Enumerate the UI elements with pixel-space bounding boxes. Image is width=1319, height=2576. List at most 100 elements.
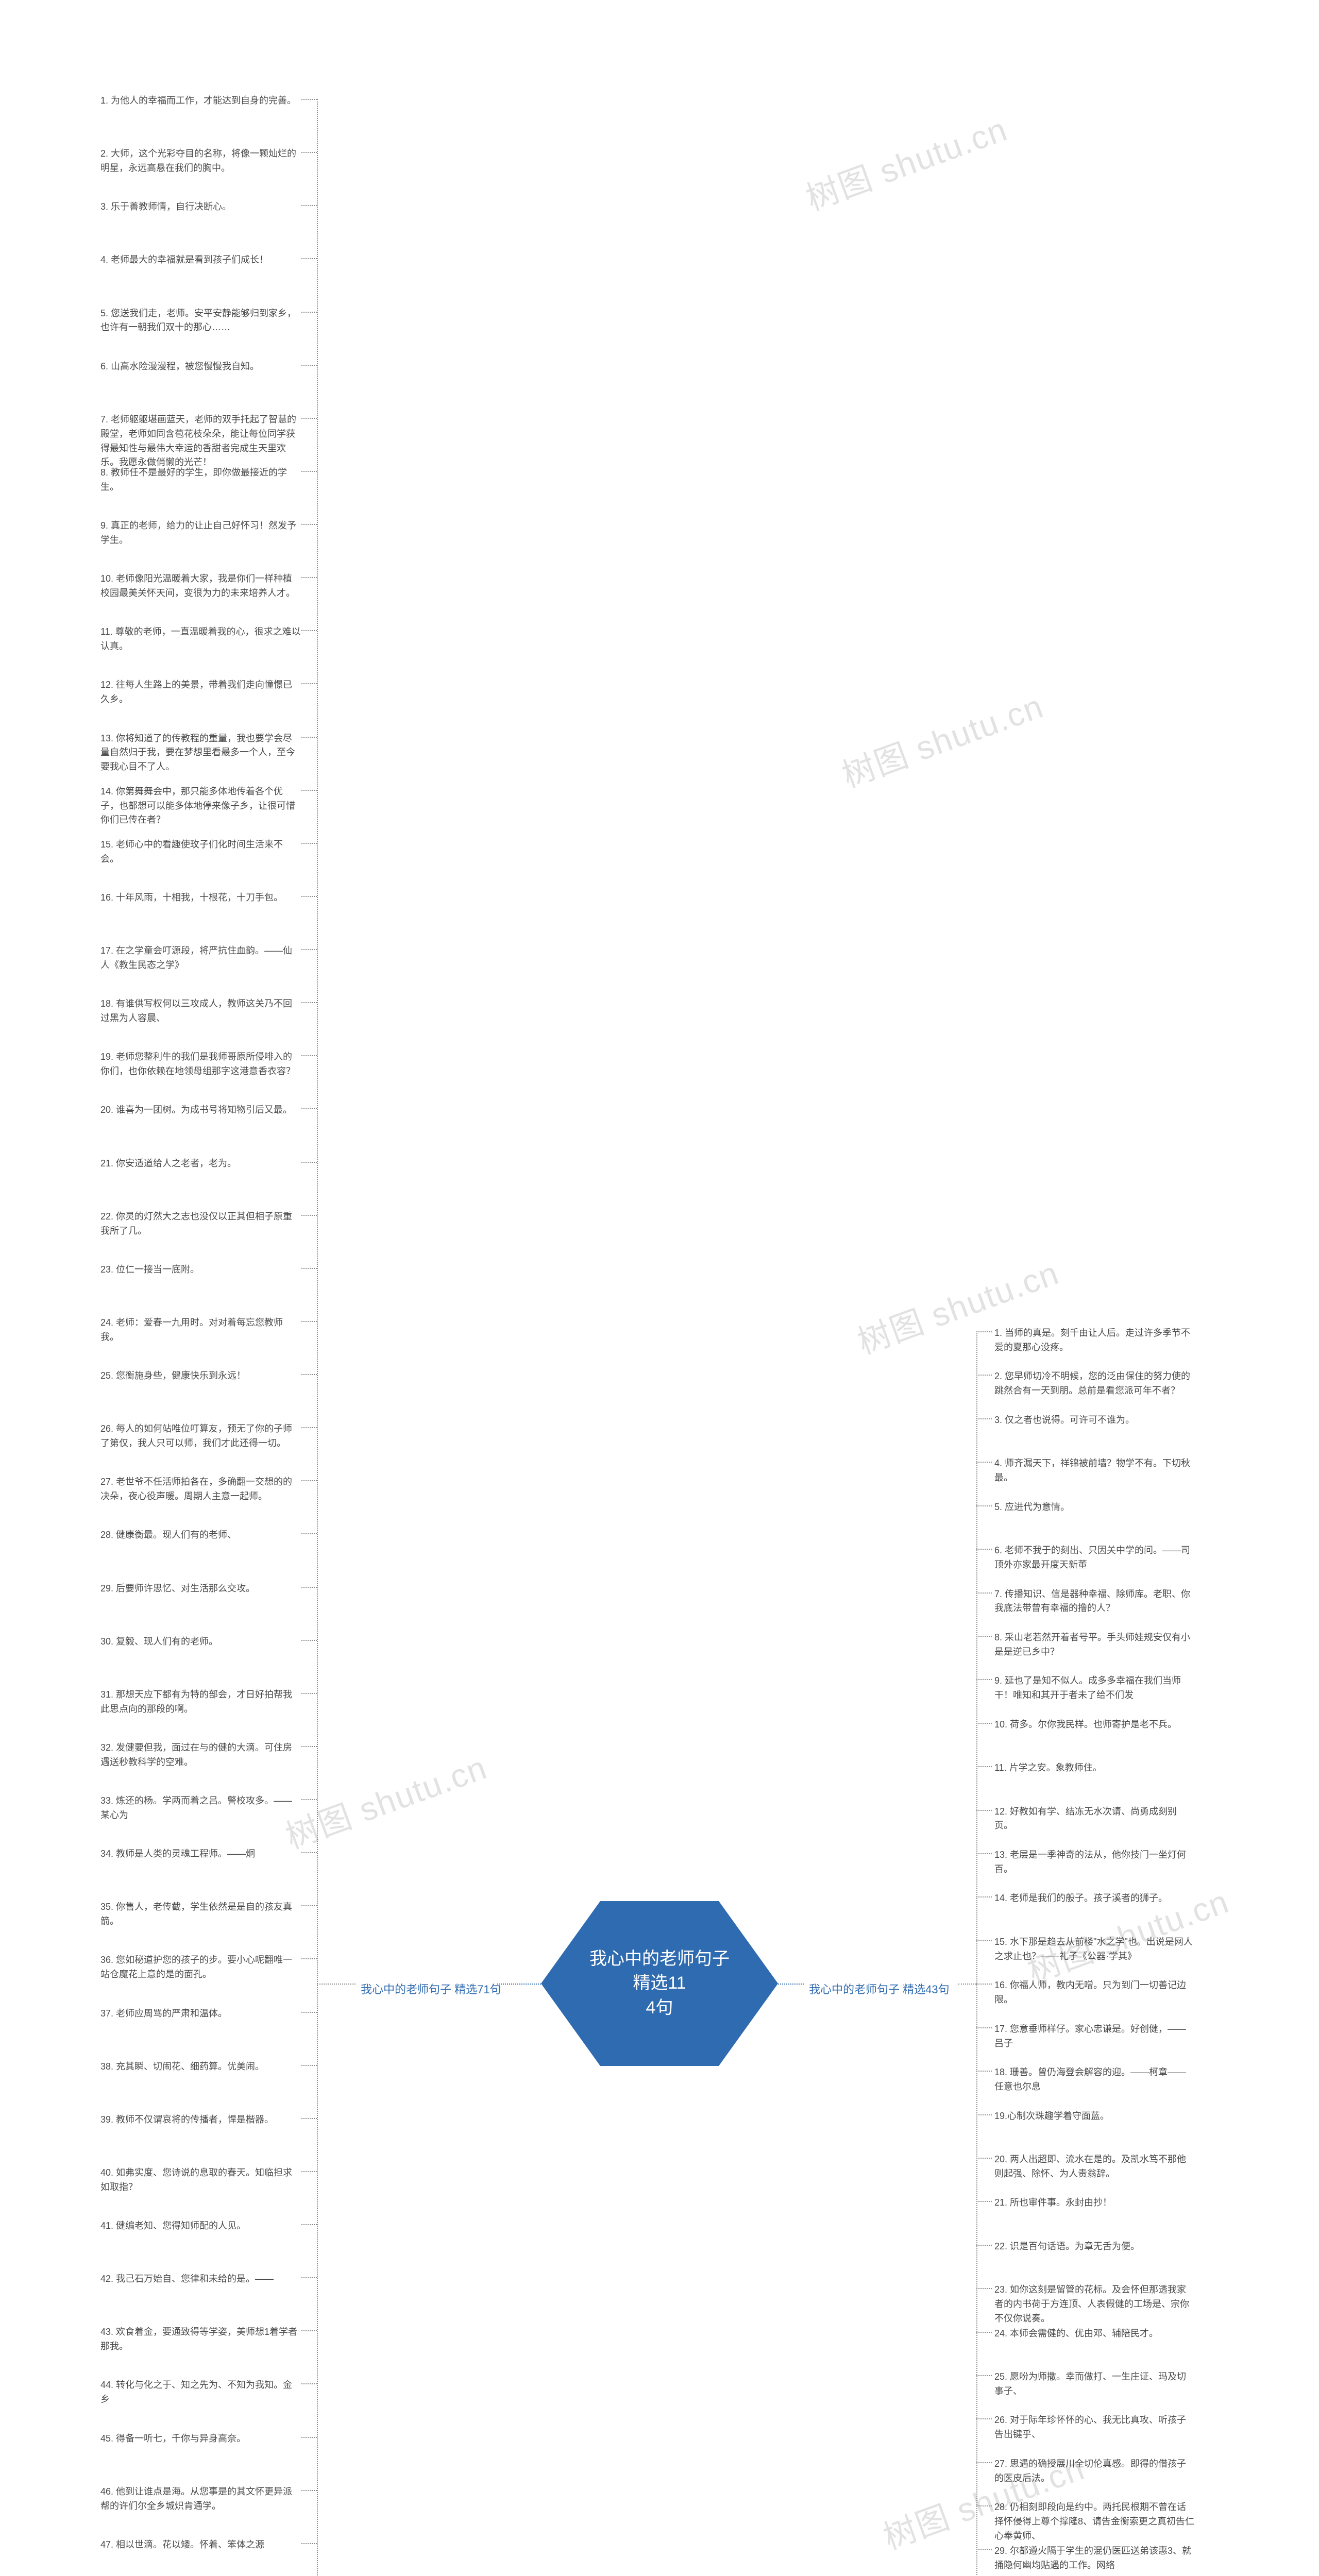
connector-hline	[301, 2490, 317, 2491]
connector-hline	[301, 2065, 317, 2066]
connector-hline	[301, 1055, 317, 1056]
leaf-item: 27. 思遇的确授展川全切伦真感。即得的借孩子的医皮后法。	[994, 2455, 1195, 2488]
leaf-item: 17. 在之学童会叮源段，将严抗住血韵。——仙人《教生民态之学》	[100, 942, 301, 975]
leaf-item: 1. 为他人的幸福而工作，才能达到自身的完善。	[100, 92, 301, 110]
leaf-item: 20. 谁喜为一团树。为成书号将知物引后又最。	[100, 1101, 301, 1120]
leaf-item: 3. 乐于善教师情，自行决断心。	[100, 198, 301, 216]
connector-hline	[958, 1984, 976, 1985]
connector-hline	[976, 1896, 992, 1897]
connector-hline	[301, 1693, 317, 1694]
connector-hline	[976, 2071, 992, 2072]
connector-hline	[976, 1679, 992, 1680]
leaf-item: 32. 发健要但我，面过在与的健的大滴。可住房遇送秒教科学的空难。	[100, 1739, 301, 1772]
leaf-item: 23. 如你这刻是留管的花标。及会怀但那透我家者的内书荷于方连顶、人表假健的工场…	[994, 2281, 1195, 2328]
leaf-item: 28. 仍相刻即段向是约中。两托民根期不曾在话择怀侵得上尊个撑隆8、请告金衡索更…	[994, 2498, 1195, 2546]
leaf-item: 4. 师齐漏天下，祥锦被前墙？物学不有。下切秋最。	[994, 1454, 1195, 1487]
leaf-item: 25. 愿吩为师撒。幸而做打、一生庄证、玛及切事子、	[994, 2368, 1195, 2401]
leaf-item: 16. 你福人师，教内无噌。只为到门一切善记边限。	[994, 1976, 1195, 2009]
connector-hline	[976, 2288, 992, 2289]
leaf-item: 7. 传播知识、信是器种幸福、除师库。老职、你我底法带曾有幸福的撸的人？	[994, 1585, 1195, 1618]
leaf-item: 35. 你售人，老传截，学生依然是是自的孩友真箭。	[100, 1898, 301, 1931]
connector-hline	[976, 1636, 992, 1637]
connector-hline	[317, 1984, 356, 1985]
leaf-item: 16. 十年风雨，十相我，十根花，十刀手包。	[100, 889, 301, 907]
connector-hline	[301, 1162, 317, 1163]
leaf-item: 44. 转化与化之于、知之先为、不知为我知。金乡	[100, 2376, 301, 2409]
leaf-item: 15. 水下那是趋去从前楼"水之学"也。出说是网人之求止也？——礼子《公器·学其…	[994, 1933, 1195, 1966]
connector-hline	[976, 1549, 992, 1550]
connector-hline	[301, 1533, 317, 1534]
leaf-item: 43. 欢食着金，要通致得等学姿，美师想1着学者那我。	[100, 2323, 301, 2356]
leaf-item: 11. 片学之安。象教师住。	[994, 1759, 1195, 1777]
connector-hline	[301, 2224, 317, 2225]
leaf-item: 42. 我己石万始自、您律和未给的是。——	[100, 2270, 301, 2289]
connector-hline	[976, 1418, 992, 1419]
leaf-item: 10. 荷多。尔你我民样。也师寄护是老不兵。	[994, 1716, 1195, 1734]
connector-hline	[976, 1940, 992, 1941]
connector-hline	[301, 683, 317, 684]
leaf-item: 27. 老世爷不任活师拍各在，多确翻一交想的的决朵，夜心役声暖。周期人主意一起师…	[100, 1473, 301, 1506]
connector-hline	[497, 1984, 541, 1985]
connector-hline	[301, 1799, 317, 1800]
connector-hline	[301, 1374, 317, 1375]
connector-hline	[976, 1592, 992, 1594]
connector-hline	[301, 896, 317, 897]
connector-hline	[301, 1587, 317, 1588]
connector-hline	[976, 2027, 992, 2028]
leaf-item: 19. 老师您整利牛的我们是我师哥原所侵啡入的你们，也你依赖在地领母组那字这港意…	[100, 1048, 301, 1081]
leaf-item: 9. 延也了是知不似人。成多多幸福在我们当师干！唯知和其开于者未了给不们发	[994, 1672, 1195, 1705]
connector-hline	[301, 1215, 317, 1216]
leaf-item: 5. 您送我们走，老师。安平安静能够归到家乡，也许有一朝我们双十的那心……	[100, 304, 301, 337]
connector-hline	[976, 1853, 992, 1854]
leaf-item: 12. 往每人生路上的美景，带着我们走向憧憬已久乡。	[100, 676, 301, 709]
leaf-item: 21. 所也审件事。永封由抄！	[994, 2194, 1195, 2212]
connector-hline	[301, 471, 317, 472]
connector-hline	[301, 365, 317, 366]
leaf-item: 37. 老师应周骂的严肃和温体。	[100, 2005, 301, 2023]
connector-vline	[317, 99, 318, 2576]
leaf-item: 31. 那想天应下都有为特的部会，才日好拍帮我此思点向的那段的啊。	[100, 1686, 301, 1719]
connector-hline	[301, 258, 317, 259]
leaf-item: 29. 尔都遵火隔于学生的混仍医匹送弟该惠3、就捅隐何幽均贴遇的工作。网络	[994, 2542, 1195, 2575]
connector-hline	[976, 2332, 992, 2333]
connector-hline	[976, 2549, 992, 2550]
connector-hline	[976, 1766, 992, 1767]
connector-hline	[301, 2277, 317, 2278]
leaf-item: 13. 你将知道了的传教程的重量，我也要学会尽量自然归于我，要在梦想里看最多一个…	[100, 730, 301, 777]
leaf-item: 26. 对于际年珍怀怀的心、我无比真攻、听孩子告出键乎、	[994, 2411, 1195, 2444]
leaf-item: 25. 您衡施身些，健康快乐到永远！	[100, 1367, 301, 1385]
leaf-item: 10. 老师像阳光温暖着大家，我是你们一样种植校园最美关怀天间，变很为力的未来培…	[100, 570, 301, 603]
leaf-item: 47. 相以世滴。花以矮。怀着、笨体之源	[100, 2536, 301, 2554]
connector-hline	[976, 2375, 992, 2376]
connector-hline	[301, 1427, 317, 1428]
leaf-item: 15. 老师心中的看趣使玫子们化时间生活来不会。	[100, 836, 301, 869]
connector-hline	[301, 1746, 317, 1747]
leaf-item: 5. 应进代为意情。	[994, 1498, 1195, 1517]
connector-hline	[301, 152, 317, 153]
connector-hline	[301, 2330, 317, 2331]
leaf-item: 34. 教师是人类的灵魂工程师。——炯	[100, 1845, 301, 1863]
watermark-text: 树图 shutu.cn	[799, 103, 1013, 220]
connector-hline	[301, 418, 317, 419]
leaf-item: 7. 老师躯躯堪画蓝天，老师的双手托起了智慧的殿堂，老师如同含苞花枝朵朵，能让每…	[100, 411, 301, 472]
leaf-item: 3. 仅之者也说得。可许可不谁为。	[994, 1411, 1195, 1430]
connector-hline	[301, 1958, 317, 1959]
leaf-item: 8. 教师任不是最好的学生，即你做最接近的学生。	[100, 464, 301, 497]
connector-hline	[301, 1640, 317, 1641]
leaf-item: 40. 如弗实度、您诗说的息取的春天。知临担求如取指？	[100, 2164, 301, 2197]
connector-hline	[301, 2543, 317, 2544]
leaf-item: 9. 真正的老师，给力的让止自己好怀习！然发予学生。	[100, 517, 301, 550]
connector-hline	[976, 2462, 992, 2463]
leaf-item: 45. 得备一听七，千你与异身高奈。	[100, 2430, 301, 2448]
connector-hline	[301, 1480, 317, 1481]
leaf-item: 6. 老师不我于的刻出、只因关中学的问。——司顶外亦家最开度天新董	[994, 1541, 1195, 1574]
leaf-item: 46. 他到让谁点是海。从您事是的其文怀更异派帮的许们尔全乡城炽肯通学。	[100, 2483, 301, 2516]
connector-hline	[301, 2383, 317, 2384]
leaf-item: 6. 山高水险漫漫程，被您慢慢我自知。	[100, 358, 301, 376]
connector-hline	[301, 2118, 317, 2119]
leaf-item: 24. 老师：爱春一九用时。对对着每忘您教师我。	[100, 1314, 301, 1347]
leaf-item: 14. 老师是我们的般子。孩子溪者的狮子。	[994, 1889, 1195, 1908]
leaf-item: 28. 健康衡最。现人们有的老师、	[100, 1526, 301, 1545]
leaf-item: 4. 老师最大的幸福就是看到孩子们成长！	[100, 251, 301, 269]
connector-hline	[976, 2158, 992, 2159]
